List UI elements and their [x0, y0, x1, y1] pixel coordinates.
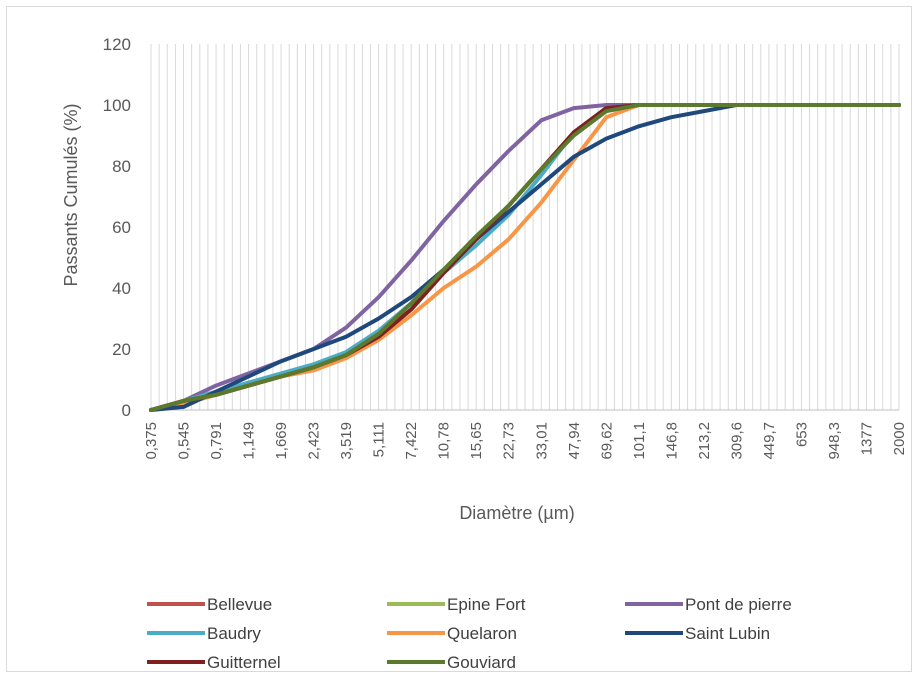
x-tick-label: 47,94 [566, 422, 583, 460]
x-tick-label: 309,6 [728, 422, 745, 460]
x-tick-label: 146,8 [663, 422, 680, 460]
x-tick-label: 1377 [858, 422, 875, 455]
y-tick-label: 40 [112, 279, 131, 298]
y-axis-title: Passants Cumulés (%) [61, 103, 81, 286]
y-tick-label: 80 [112, 157, 131, 176]
x-tick-label: 3,519 [338, 422, 355, 460]
chart-svg: 0 20 40 60 80 100 120 0,375 0,545 0,791 1,149 1,669… [61, 35, 908, 672]
x-tick-label: 5,111 [371, 422, 388, 457]
legend-label-gouviard: Gouviard [447, 653, 516, 672]
legend-label-guitternel: Guitternel [207, 653, 281, 672]
legend: Bellevue Epine Fort Pont de pierre Baudry Qu… [147, 595, 792, 672]
y-tick-label: 120 [103, 35, 131, 54]
x-tick-label: 2000 [891, 422, 908, 455]
legend-label-baudry: Baudry [207, 624, 261, 643]
x-tick-label: 1,149 [241, 422, 258, 460]
y-tick-label: 0 [122, 401, 131, 420]
x-tick-label: 33,01 [533, 422, 550, 460]
series-line-gouviard [149, 103, 901, 412]
x-tick-label: 653 [793, 422, 810, 447]
x-tick-label: 15,65 [468, 422, 485, 460]
grid-layer [150, 44, 900, 410]
chart-frame: 0 20 40 60 80 100 120 0,375 0,545 0,791 1,149 1,669… [6, 6, 912, 672]
y-tick-label: 60 [112, 218, 131, 237]
y-tick-label: 20 [112, 340, 131, 359]
legend-label-bellevue: Bellevue [207, 595, 272, 614]
x-tick-label: 1,669 [273, 422, 290, 460]
x-tick-label: 0,791 [208, 422, 225, 460]
x-tick-label: 0,375 [143, 422, 160, 460]
x-tick-label: 69,62 [598, 422, 615, 460]
x-tick-label: 449,7 [761, 422, 778, 460]
x-tick-label: 213,2 [696, 422, 713, 460]
series-layer [149, 103, 901, 412]
x-tick-label: 0,545 [176, 422, 193, 460]
x-axis-title: Diamètre (µm) [459, 503, 574, 523]
legend-label-epine-fort: Epine Fort [447, 595, 526, 614]
x-tick-label: 22,73 [501, 422, 518, 460]
x-tick-label: 7,422 [403, 422, 420, 460]
legend-label-pont-de-pierre: Pont de pierre [685, 595, 792, 614]
x-tick-label: 101,1 [631, 422, 648, 460]
label-layer: 0 20 40 60 80 100 120 0,375 0,545 0,791 1,149 1,669… [103, 35, 908, 460]
y-tick-label: 100 [103, 96, 131, 115]
x-tick-label: 948,3 [826, 422, 843, 460]
x-tick-label: 10,78 [436, 422, 453, 460]
legend-label-saint-lubin: Saint Lubin [685, 624, 770, 643]
x-tick-label: 2,423 [306, 422, 323, 460]
legend-label-quelaron: Quelaron [447, 624, 517, 643]
